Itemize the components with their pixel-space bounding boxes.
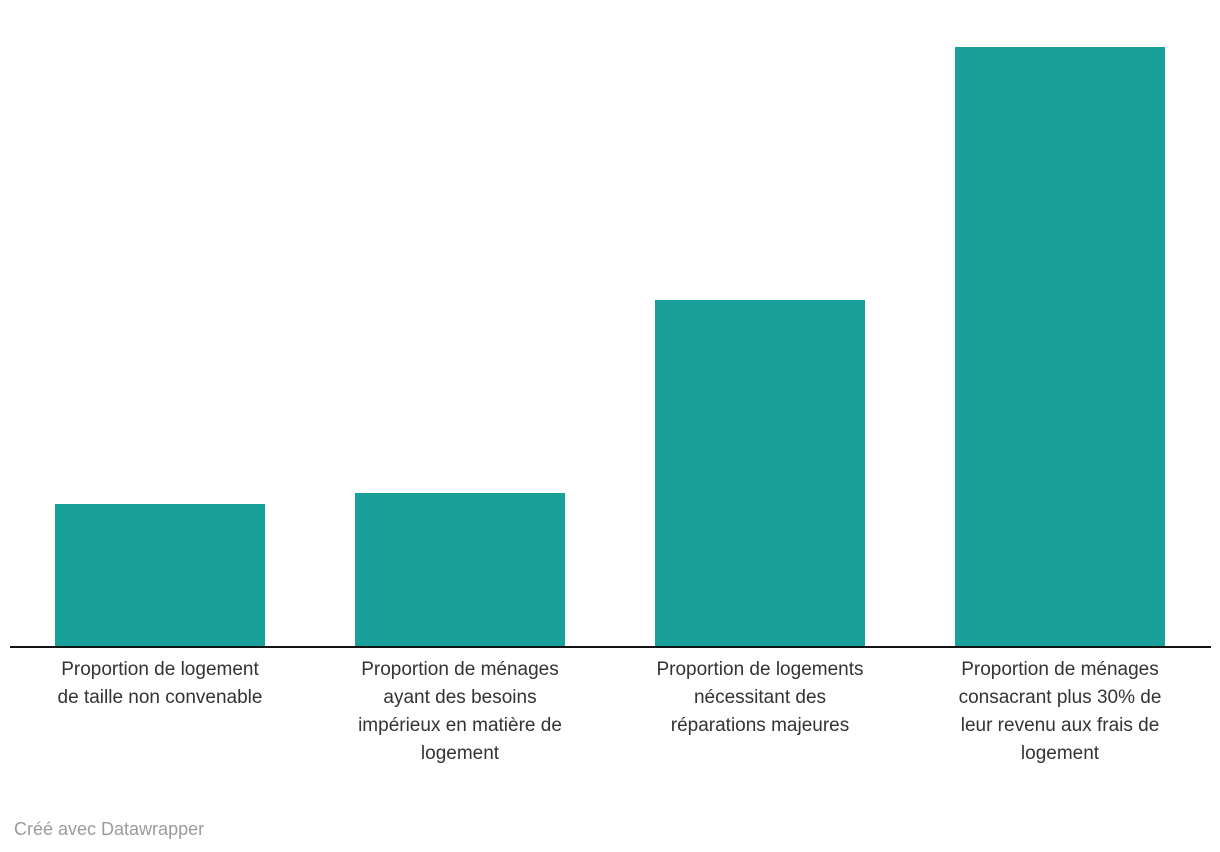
bar (355, 493, 565, 646)
category-label-line: Proportion de ménages (961, 659, 1159, 680)
category-label-line: réparations majeures (670, 715, 850, 736)
category-label-line: Proportion de ménages (361, 659, 559, 680)
category-label-line: de taille non convenable (57, 687, 263, 708)
category-label-line: impérieux en matière de (358, 715, 562, 736)
category-label-line: consacrant plus 30% de (958, 687, 1162, 708)
category-label-line: Proportion de logements (656, 659, 864, 680)
x-axis-line (10, 646, 1211, 648)
attribution: Créé avec Datawrapper (14, 817, 204, 841)
category-label: Proportion de logements nécessitant des ré… (628, 656, 892, 740)
category-label-line: logement (1020, 743, 1100, 764)
category-label: Proportion de ménages consacrant plus 30%… (928, 656, 1192, 768)
category-label-line: leur revenu aux frais de (960, 715, 1160, 736)
category-label: Proportion de ménages ayant des besoins im… (328, 656, 592, 768)
attribution-text: Créé avec Datawrapper (14, 819, 205, 839)
category-label: Proportion de logement de taille non conv… (28, 656, 292, 712)
bar (955, 47, 1165, 646)
bar (55, 504, 265, 646)
category-label-line: ayant des besoins (383, 687, 537, 708)
category-label-line: logement (420, 743, 500, 764)
category-label-line: Proportion de logement (61, 659, 259, 680)
bar (655, 300, 865, 646)
category-label-line: nécessitant des (693, 687, 827, 708)
